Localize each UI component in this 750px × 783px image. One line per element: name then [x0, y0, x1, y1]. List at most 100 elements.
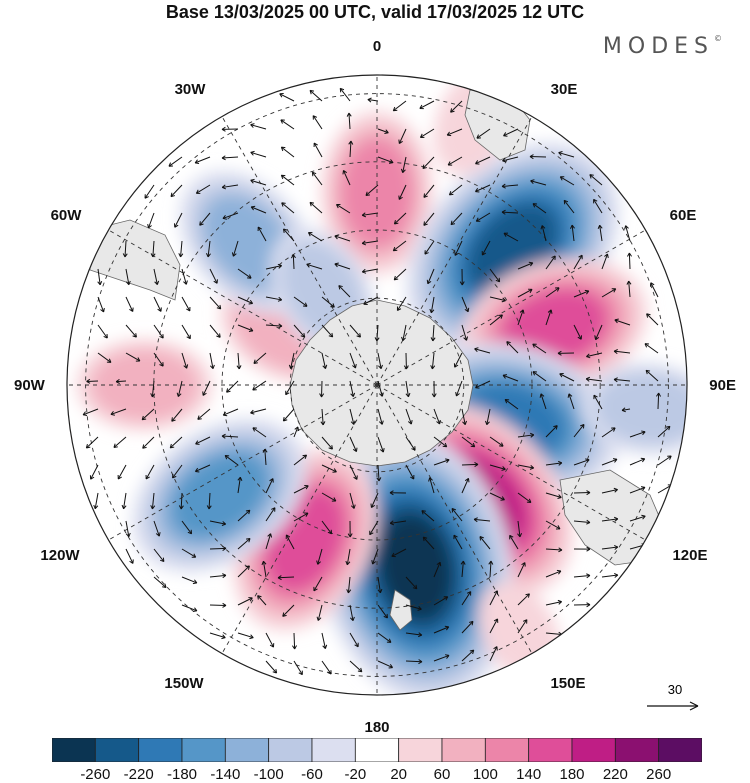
- wind-vector: [593, 394, 603, 410]
- wind-vector: [461, 462, 479, 468]
- wind-vector: [125, 352, 141, 362]
- wind-vector: [113, 436, 127, 448]
- wind-vector: [334, 262, 351, 270]
- wind-vector: [293, 484, 309, 494]
- wind-vector: [624, 225, 631, 242]
- wind-vector: [237, 597, 253, 606]
- wind-vector: [86, 378, 99, 384]
- wind-vector: [365, 184, 379, 197]
- vector-scale: 30: [647, 682, 699, 711]
- wind-vector: [125, 296, 134, 312]
- colorbar-cell: [571, 738, 616, 762]
- wind-vector: [545, 460, 563, 466]
- wind-vector: [502, 156, 519, 163]
- wind-vector: [237, 537, 251, 550]
- wind-vector: [321, 324, 334, 338]
- wind-vector: [377, 128, 389, 135]
- wind-vector: [173, 212, 183, 228]
- wind-vector: [559, 372, 575, 382]
- wind-vector: [545, 520, 561, 530]
- wind-vector: [453, 534, 463, 550]
- wind-vector: [348, 140, 354, 158]
- wind-vector: [570, 224, 575, 242]
- wind-vector: [594, 324, 603, 341]
- wind-vector: [288, 352, 295, 369]
- wind-vector: [557, 350, 575, 356]
- wind-vector: [265, 296, 283, 302]
- wind-vector: [181, 548, 197, 558]
- wind-vector: [150, 492, 156, 510]
- latitude-circle: [289, 297, 465, 473]
- colorbar-tick-label: 20: [390, 766, 407, 783]
- wind-vector: [222, 408, 239, 417]
- wind-vector: [545, 599, 562, 606]
- wind-vector: [517, 619, 528, 634]
- wind-vector: [601, 427, 616, 438]
- wind-vector: [405, 632, 423, 638]
- wind-vector: [433, 625, 450, 634]
- wind-vector: [489, 436, 504, 447]
- wind-vector: [517, 309, 525, 326]
- wind-vector: [601, 572, 619, 578]
- wind-vector: [573, 289, 590, 298]
- wind-vector: [430, 324, 436, 342]
- wind-vector: [250, 408, 267, 415]
- wind-vector: [237, 476, 243, 494]
- wind-vector: [313, 142, 323, 158]
- wind-vector: [221, 126, 239, 132]
- wind-vector: [393, 212, 407, 225]
- wind-vector: [629, 457, 646, 466]
- wind-vector: [97, 352, 112, 363]
- wind-vector: [361, 268, 379, 274]
- wind-vector: [558, 151, 575, 158]
- wind-vector: [265, 507, 276, 522]
- wind-vector: [121, 492, 127, 510]
- wind-vector: [321, 492, 337, 502]
- wind-vector: [433, 436, 448, 448]
- wind-vector: [453, 352, 463, 368]
- wind-vector: [178, 240, 184, 258]
- colorbar-tick-label: -100: [253, 766, 284, 783]
- wind-vector: [488, 560, 494, 578]
- lon-label-150w: 150W: [164, 675, 204, 692]
- anomaly-contour-fill: [170, 452, 269, 539]
- wind-vector: [396, 296, 407, 311]
- wind-vector: [169, 436, 183, 449]
- wind-vector: [447, 156, 463, 166]
- colorbar-tick-label: -260: [80, 766, 111, 783]
- wind-vector: [236, 352, 242, 370]
- wind-vector: [657, 425, 671, 438]
- wind-vector: [281, 202, 295, 214]
- wind-vector: [125, 520, 131, 538]
- wind-vector: [313, 576, 323, 592]
- wind-vector: [433, 458, 450, 466]
- wind-vector: [282, 408, 295, 422]
- wind-vector: [649, 282, 659, 298]
- wind-vector: [614, 318, 631, 326]
- meridian-line: [376, 229, 646, 386]
- colorbar-cell: [398, 738, 443, 762]
- wind-vector: [433, 654, 450, 662]
- wind-vector: [277, 575, 295, 581]
- map-title: Base 13/03/2025 00 UTC, valid 17/03/2025…: [165, 2, 585, 22]
- colorbar-tick-label: -20: [344, 766, 367, 783]
- wind-vector: [529, 154, 547, 160]
- vector-scale-label: 30: [668, 682, 682, 697]
- wind-vector: [540, 225, 547, 242]
- wind-vector: [250, 178, 267, 186]
- continents: [89, 89, 666, 631]
- meridian-line: [376, 384, 533, 654]
- wind-vector: [377, 156, 394, 164]
- colorbar-cell: [658, 738, 702, 762]
- wind-vector: [257, 595, 267, 606]
- wind-vector: [250, 205, 267, 214]
- lon-label-90e: 90E: [709, 377, 736, 394]
- wind-vector: [250, 123, 267, 130]
- lon-label-60e: 60E: [670, 207, 697, 224]
- colorbar-tick-label: 260: [646, 766, 672, 783]
- wind-vector: [539, 393, 547, 410]
- lon-label-150e: 150E: [550, 675, 585, 692]
- wind-vector: [563, 199, 575, 214]
- wind-vector: [377, 352, 383, 370]
- wind-vector: [369, 520, 379, 536]
